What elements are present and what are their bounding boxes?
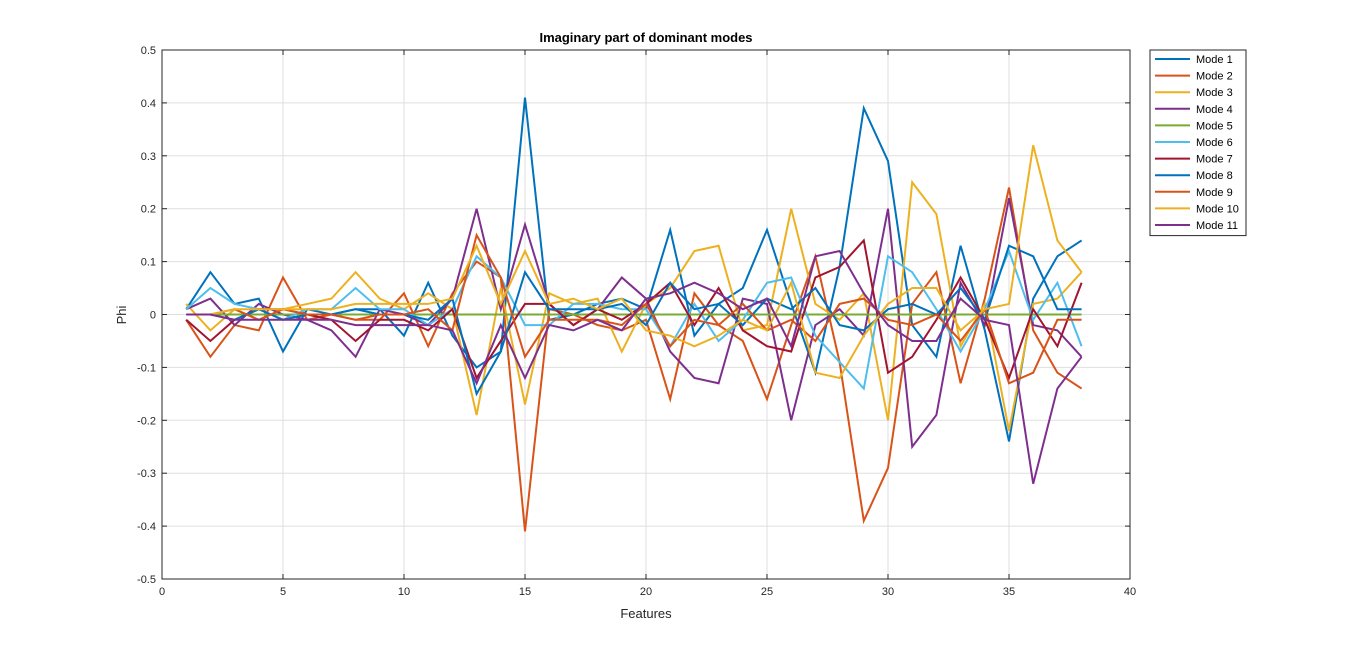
legend-entry: Mode 1	[1196, 54, 1233, 66]
y-tick-label: 0.2	[141, 204, 156, 216]
series-line-mode-3	[185, 179, 1083, 432]
x-tick-label: 10	[398, 586, 410, 598]
y-tick-label: -0.4	[137, 521, 156, 533]
x-tick-label: 40	[1124, 586, 1136, 598]
series-line-mode-7	[185, 238, 1083, 381]
legend: Mode 1 Mode 2 Mode 3 Mode 4 Mode 5 Mode 6 Mode…	[1149, 49, 1247, 237]
series-line-mode-4	[185, 197, 1083, 450]
legend-entry: Mode 5	[1196, 120, 1233, 132]
grid	[161, 49, 1131, 580]
legend-entry: Mode 3	[1196, 87, 1233, 99]
y-tick-label: 0.4	[141, 98, 156, 110]
y-tick-label: -0.2	[137, 415, 156, 427]
y-tick-label: 0.1	[141, 257, 156, 269]
y-tick-label: 0.3	[141, 151, 156, 163]
series-line-mode-11	[186, 249, 1083, 485]
y-tick-label: -0.1	[137, 362, 156, 374]
y-axis-ticks: -0.5 -0.4 -0.3 -0.2 -0.1 0 0.1 0.2 0.3 0.4 0.5	[137, 45, 1130, 586]
x-tick-label: 25	[761, 586, 773, 598]
x-tick-label: 0	[159, 586, 165, 598]
x-axis-ticks: 0 5 10 15 20 25 30 35 40	[159, 50, 1136, 598]
series-layer	[185, 97, 1083, 532]
x-tick-label: 20	[640, 586, 652, 598]
legend-entry: Mode 8	[1196, 170, 1233, 182]
series-line-mode-6	[185, 248, 1083, 391]
x-tick-label: 15	[519, 586, 531, 598]
legend-entry: Mode 2	[1196, 71, 1233, 83]
legend-entry: Mode 7	[1196, 154, 1233, 166]
chart-title: Imaginary part of dominant modes	[539, 30, 752, 45]
y-tick-label: 0	[150, 310, 156, 322]
legend-entry: Mode 10	[1196, 203, 1239, 215]
x-tick-label: 5	[280, 586, 286, 598]
legend-entry: Mode 6	[1196, 137, 1233, 149]
y-tick-label: 0.5	[141, 45, 156, 57]
x-tick-label: 35	[1003, 586, 1015, 598]
legend-entry: Mode 11	[1196, 220, 1238, 232]
x-axis-label: Features	[620, 606, 672, 621]
y-axis-label: Phi	[114, 305, 129, 324]
legend-entry: Mode 4	[1196, 104, 1233, 116]
legend-entry: Mode 9	[1196, 187, 1233, 199]
x-tick-label: 30	[882, 586, 894, 598]
y-tick-label: -0.5	[137, 574, 156, 586]
y-tick-label: -0.3	[137, 468, 156, 480]
